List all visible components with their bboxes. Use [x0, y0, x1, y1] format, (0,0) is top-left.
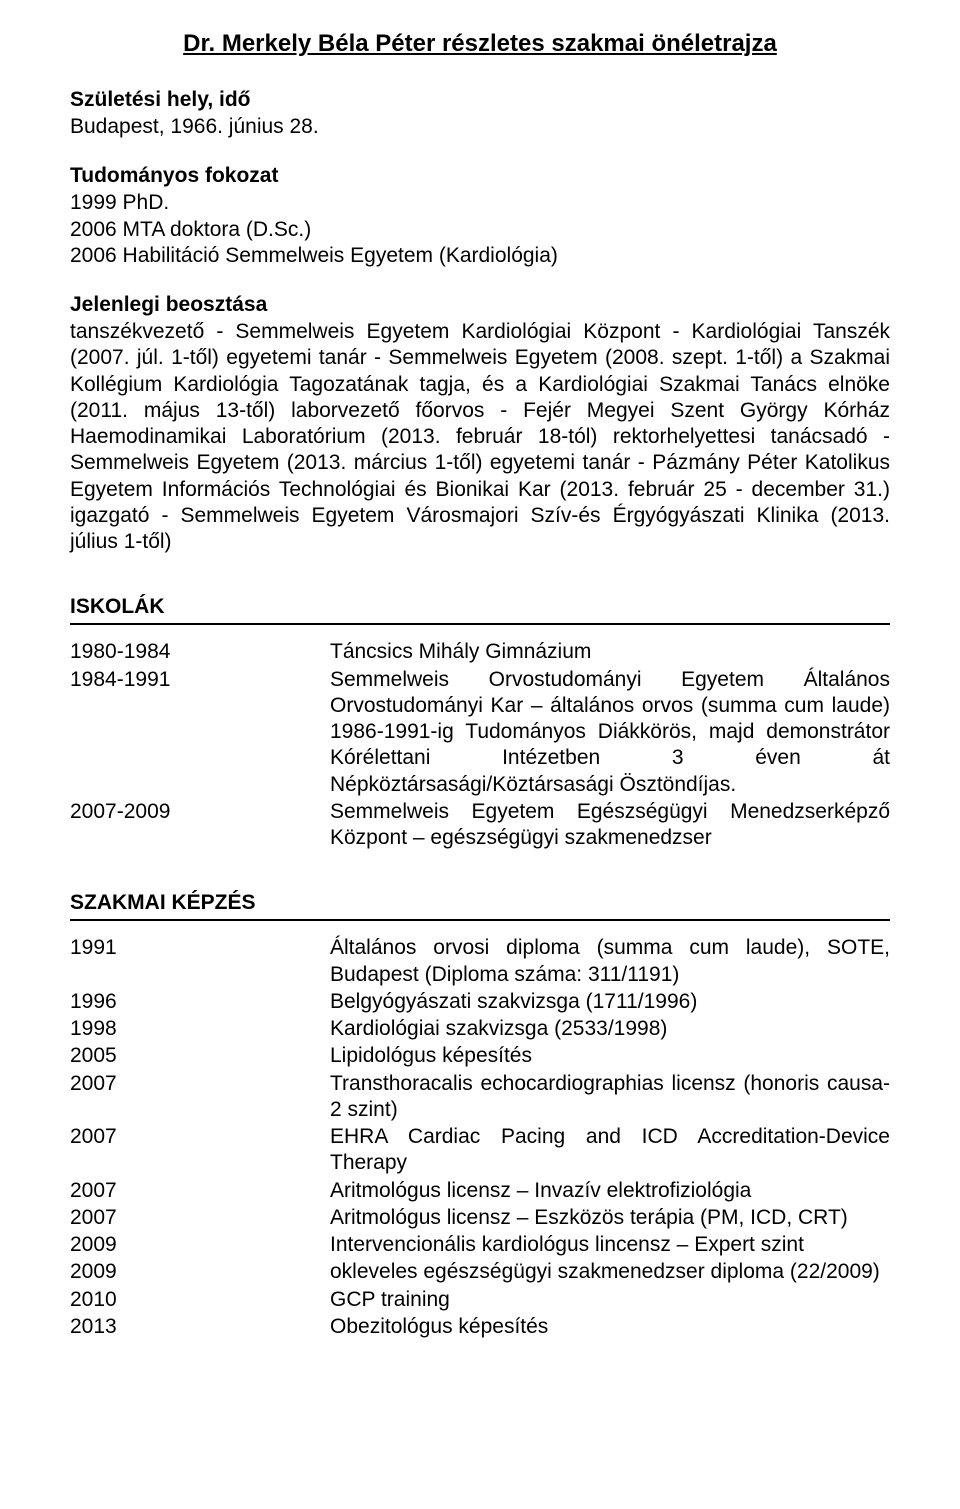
training-year: 2007 — [70, 1205, 330, 1231]
birth-value: Budapest, 1966. június 28. — [70, 114, 890, 140]
table-row: 2009 okleveles egészségügyi szakmenedzse… — [70, 1259, 890, 1285]
training-desc: Aritmológus licensz – Invazív elektrofiz… — [330, 1178, 890, 1204]
training-year: 2005 — [70, 1043, 330, 1069]
table-row: 1998 Kardiológiai szakvizsga (2533/1998) — [70, 1016, 890, 1042]
training-year: 1998 — [70, 1016, 330, 1042]
school-desc: Semmelweis Egyetem Egészségügyi Menedzse… — [330, 799, 890, 852]
training-desc: Aritmológus licensz – Eszközös terápia (… — [330, 1205, 890, 1231]
training-year: 2007 — [70, 1124, 330, 1177]
degree-line-2: 2006 Habilitáció Semmelweis Egyetem (Kar… — [70, 243, 890, 269]
table-row: 2007 Transthoracalis echocardiographias … — [70, 1071, 890, 1124]
school-year: 2007-2009 — [70, 799, 330, 852]
table-row: 2005 Lipidológus képesítés — [70, 1043, 890, 1069]
training-year: 1996 — [70, 989, 330, 1015]
position-heading: Jelenlegi beosztása — [70, 293, 890, 317]
table-row: 2009 Intervencionális kardiológus lincen… — [70, 1232, 890, 1258]
training-desc: Obezitológus képesítés — [330, 1314, 890, 1340]
training-desc: Kardiológiai szakvizsga (2533/1998) — [330, 1016, 890, 1042]
schools-heading: ISKOLÁK — [70, 595, 890, 619]
table-row: 2007 Aritmológus licensz – Eszközös terá… — [70, 1205, 890, 1231]
training-year: 1991 — [70, 935, 330, 988]
training-desc: EHRA Cardiac Pacing and ICD Accreditatio… — [330, 1124, 890, 1177]
training-divider — [70, 919, 890, 921]
table-row: 2010 GCP training — [70, 1287, 890, 1313]
school-desc: Táncsics Mihály Gimnázium — [330, 639, 890, 665]
school-year: 1984-1991 — [70, 667, 330, 798]
table-row: 2007 Aritmológus licensz – Invazív elekt… — [70, 1178, 890, 1204]
degree-line-0: 1999 PhD. — [70, 190, 890, 216]
training-year: 2013 — [70, 1314, 330, 1340]
table-row: 2007-2009 Semmelweis Egyetem Egészségügy… — [70, 799, 890, 852]
training-year: 2009 — [70, 1232, 330, 1258]
training-desc: okleveles egészségügyi szakmenedzser dip… — [330, 1259, 890, 1285]
training-heading: SZAKMAI KÉPZÉS — [70, 891, 890, 915]
table-row: 1991 Általános orvosi diploma (summa cum… — [70, 935, 890, 988]
school-year: 1980-1984 — [70, 639, 330, 665]
training-year: 2007 — [70, 1071, 330, 1124]
document-title: Dr. Merkely Béla Péter részletes szakmai… — [70, 30, 890, 58]
table-row: 1984-1991 Semmelweis Orvostudományi Egye… — [70, 667, 890, 798]
table-row: 2013 Obezitológus képesítés — [70, 1314, 890, 1340]
training-desc: Intervencionális kardiológus lincensz – … — [330, 1232, 890, 1258]
table-row: 1996 Belgyógyászati szakvizsga (1711/199… — [70, 989, 890, 1015]
training-desc: Általános orvosi diploma (summa cum laud… — [330, 935, 890, 988]
training-desc: Belgyógyászati szakvizsga (1711/1996) — [330, 989, 890, 1015]
training-year: 2007 — [70, 1178, 330, 1204]
table-row: 2007 EHRA Cardiac Pacing and ICD Accredi… — [70, 1124, 890, 1177]
school-desc: Semmelweis Orvostudományi Egyetem Általá… — [330, 667, 890, 798]
training-desc: GCP training — [330, 1287, 890, 1313]
position-text: tanszékvezető - Semmelweis Egyetem Kardi… — [70, 319, 890, 555]
degree-line-1: 2006 MTA doktora (D.Sc.) — [70, 217, 890, 243]
cv-document: Dr. Merkely Béla Péter részletes szakmai… — [0, 0, 960, 1401]
table-row: 1980-1984 Táncsics Mihály Gimnázium — [70, 639, 890, 665]
training-year: 2010 — [70, 1287, 330, 1313]
birth-heading: Születési hely, idő — [70, 88, 890, 112]
training-year: 2009 — [70, 1259, 330, 1285]
schools-divider — [70, 623, 890, 625]
training-desc: Lipidológus képesítés — [330, 1043, 890, 1069]
training-desc: Transthoracalis echocardiographias licen… — [330, 1071, 890, 1124]
degree-heading: Tudományos fokozat — [70, 164, 890, 188]
